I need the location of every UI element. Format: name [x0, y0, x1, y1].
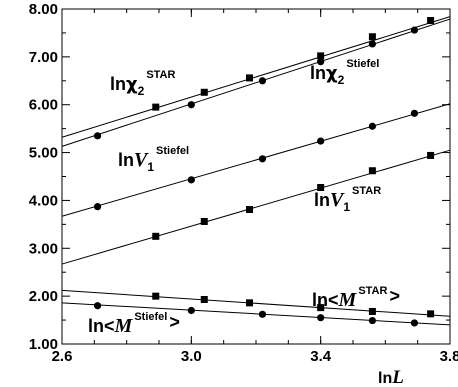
circle-marker	[410, 26, 419, 34]
label-chi2-star: lnχ2STAR	[110, 69, 175, 98]
x-axis-label: lnL	[378, 367, 404, 387]
x-tick-label: 3.4	[310, 348, 332, 365]
x-tick-label: 3.0	[181, 348, 202, 365]
square-marker	[246, 299, 254, 307]
square-marker	[317, 304, 325, 312]
fit-line-series-0	[61, 16, 451, 138]
square-marker	[368, 33, 376, 41]
square-marker	[200, 295, 208, 303]
circle-marker	[317, 137, 325, 145]
circle-marker	[187, 176, 195, 184]
fit-line-series-3	[61, 149, 451, 265]
fit-line-series-5	[61, 302, 451, 326]
circle-marker	[410, 319, 419, 327]
circle-marker	[258, 155, 267, 163]
y-tick-label: 1.00	[29, 336, 58, 353]
label-m-stiefel: ln<M Stiefel >	[88, 311, 180, 337]
y-tick-label: 5.00	[29, 145, 58, 162]
square-marker	[200, 88, 208, 96]
square-marker	[200, 217, 208, 225]
y-tick-label: 4.00	[29, 192, 58, 209]
square-marker	[246, 206, 254, 214]
square-marker	[368, 307, 376, 315]
circle-marker	[317, 314, 325, 322]
y-tick-label: 2.00	[29, 288, 58, 305]
fit-line-series-1	[61, 18, 451, 147]
square-marker	[427, 16, 435, 24]
y-tick-label: 3.00	[29, 240, 58, 257]
x-tick-label: 3.8	[440, 348, 458, 365]
circle-marker	[258, 77, 267, 85]
y-tick-label: 8.00	[29, 1, 58, 18]
circle-marker	[258, 310, 267, 318]
y-tick-label: 6.00	[29, 97, 58, 114]
fit-lines	[61, 16, 451, 326]
circle-marker	[410, 109, 419, 117]
circle-marker	[368, 316, 376, 325]
label-v1-star: lnV1STAR	[314, 185, 381, 214]
square-marker	[317, 184, 325, 192]
circle-marker	[368, 122, 376, 130]
fit-line-series-2	[61, 103, 451, 217]
square-marker	[317, 52, 325, 60]
axis-ticks: 2.6 3.0 3.4 3.8 1.00 2.00 3.00 4.00 5.00 6.00 7.00…	[29, 1, 458, 365]
circle-marker	[93, 132, 102, 140]
circle-marker	[368, 40, 376, 48]
label-chi2-stiefel: lnχ2Stiefel	[310, 58, 379, 87]
data-markers	[93, 16, 435, 327]
circle-marker	[317, 58, 325, 66]
fit-line-series-4	[61, 289, 451, 317]
label-m-star: ln<M STAR >	[312, 285, 400, 311]
square-marker	[152, 103, 160, 111]
circle-marker	[187, 306, 195, 315]
square-marker	[152, 292, 160, 300]
square-marker	[427, 310, 435, 318]
square-marker	[246, 74, 254, 82]
x-tick-label: 2.6	[52, 348, 73, 365]
square-marker	[368, 167, 376, 175]
circle-marker	[187, 101, 195, 109]
square-marker	[152, 232, 160, 240]
y-tick-label: 7.00	[29, 49, 58, 66]
square-marker	[427, 151, 435, 159]
circle-marker	[93, 302, 102, 310]
circle-marker	[93, 203, 102, 211]
label-v1-stiefel: lnV1Stiefel	[118, 145, 189, 174]
